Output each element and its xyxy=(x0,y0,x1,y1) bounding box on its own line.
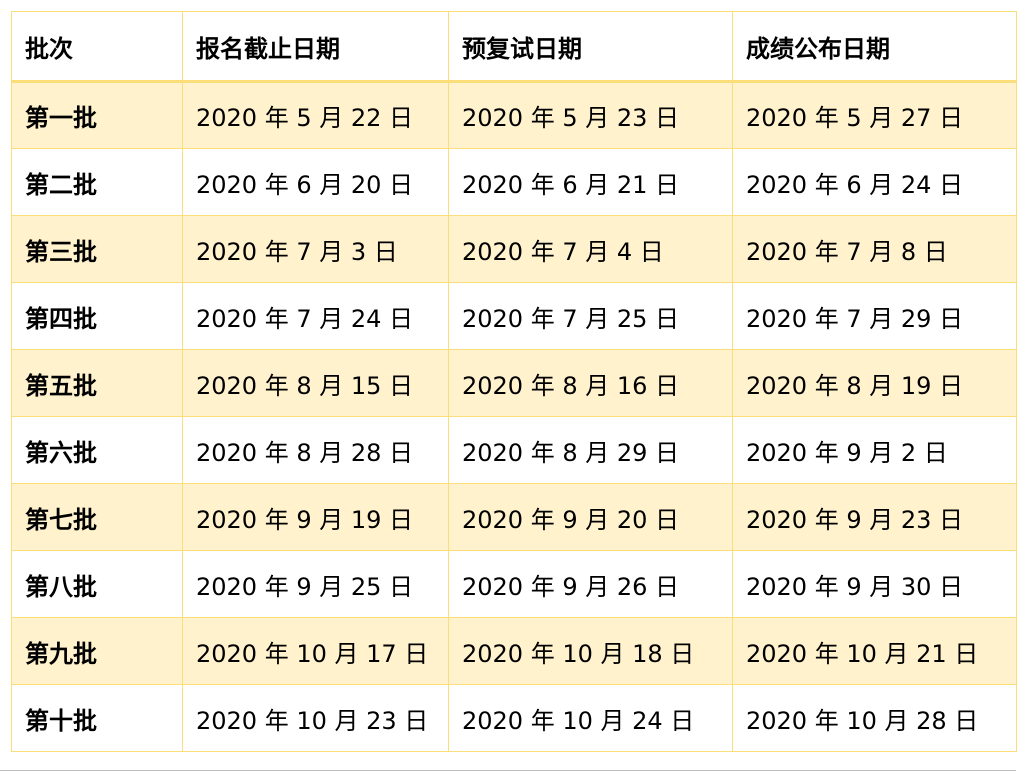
registration-deadline-cell: 2020 年 7 月 3 日 xyxy=(182,215,449,283)
batch-cell: 第十批 xyxy=(11,684,183,752)
batch-cell: 第三批 xyxy=(11,215,183,283)
batch-cell: 第八批 xyxy=(11,550,183,618)
pre-retest-date-cell: 2020 年 8 月 16 日 xyxy=(448,349,733,417)
results-date-cell: 2020 年 7 月 29 日 xyxy=(732,282,1017,350)
table-row: 第四批 2020 年 7 月 24 日 2020 年 7 月 25 日 2020 年 … xyxy=(11,282,1017,350)
registration-deadline-cell: 2020 年 9 月 25 日 xyxy=(182,550,449,618)
batch-cell: 第六批 xyxy=(11,416,183,484)
pre-retest-date-cell: 2020 年 8 月 29 日 xyxy=(448,416,733,484)
pre-retest-date-cell: 2020 年 10 月 24 日 xyxy=(448,684,733,752)
pre-retest-date-cell: 2020 年 6 月 21 日 xyxy=(448,148,733,216)
results-date-cell: 2020 年 10 月 28 日 xyxy=(732,684,1017,752)
registration-deadline-cell: 2020 年 10 月 23 日 xyxy=(182,684,449,752)
batch-cell: 第五批 xyxy=(11,349,183,417)
table-row: 第六批 2020 年 8 月 28 日 2020 年 8 月 29 日 2020 年 … xyxy=(11,416,1017,484)
header-pre-retest-date: 预复试日期 xyxy=(448,11,733,83)
batch-cell: 第九批 xyxy=(11,617,183,685)
batch-cell: 第一批 xyxy=(11,81,183,149)
table-row: 第七批 2020 年 9 月 19 日 2020 年 9 月 20 日 2020 年 … xyxy=(11,483,1017,551)
pre-retest-date-cell: 2020 年 7 月 25 日 xyxy=(448,282,733,350)
header-results-date: 成绩公布日期 xyxy=(732,11,1017,83)
registration-deadline-cell: 2020 年 5 月 22 日 xyxy=(182,81,449,149)
batch-cell: 第七批 xyxy=(11,483,183,551)
pre-retest-date-cell: 2020 年 10 月 18 日 xyxy=(448,617,733,685)
table-row: 第十批 2020 年 10 月 23 日 2020 年 10 月 24 日 2020 … xyxy=(11,684,1017,752)
results-date-cell: 2020 年 9 月 23 日 xyxy=(732,483,1017,551)
registration-deadline-cell: 2020 年 9 月 19 日 xyxy=(182,483,449,551)
table-row: 第五批 2020 年 8 月 15 日 2020 年 8 月 16 日 2020 年 … xyxy=(11,349,1017,417)
results-date-cell: 2020 年 6 月 24 日 xyxy=(732,148,1017,216)
divider xyxy=(0,770,1016,771)
results-date-cell: 2020 年 9 月 2 日 xyxy=(732,416,1017,484)
batch-cell: 第四批 xyxy=(11,282,183,350)
results-date-cell: 2020 年 9 月 30 日 xyxy=(732,550,1017,618)
registration-deadline-cell: 2020 年 10 月 17 日 xyxy=(182,617,449,685)
table-row: 第九批 2020 年 10 月 17 日 2020 年 10 月 18 日 2020 … xyxy=(11,617,1017,685)
pre-retest-date-cell: 2020 年 7 月 4 日 xyxy=(448,215,733,283)
batch-cell: 第二批 xyxy=(11,148,183,216)
pre-retest-date-cell: 2020 年 5 月 23 日 xyxy=(448,81,733,149)
table-row: 第三批 2020 年 7 月 3 日 2020 年 7 月 4 日 2020 年 7 … xyxy=(11,215,1017,283)
table-row: 第一批 2020 年 5 月 22 日 2020 年 5 月 23 日 2020 年 … xyxy=(11,81,1017,149)
pre-retest-date-cell: 2020 年 9 月 20 日 xyxy=(448,483,733,551)
pre-retest-date-cell: 2020 年 9 月 26 日 xyxy=(448,550,733,618)
header-registration-deadline: 报名截止日期 xyxy=(182,11,449,83)
table-row: 第二批 2020 年 6 月 20 日 2020 年 6 月 21 日 2020 年 … xyxy=(11,148,1017,216)
schedule-table: 批次 报名截止日期 预复试日期 成绩公布日期 第一批 2020 年 5 月 22 … xyxy=(11,11,1017,752)
registration-deadline-cell: 2020 年 8 月 28 日 xyxy=(182,416,449,484)
table-row: 第八批 2020 年 9 月 25 日 2020 年 9 月 26 日 2020 年 … xyxy=(11,550,1017,618)
results-date-cell: 2020 年 7 月 8 日 xyxy=(732,215,1017,283)
registration-deadline-cell: 2020 年 7 月 24 日 xyxy=(182,282,449,350)
results-date-cell: 2020 年 10 月 21 日 xyxy=(732,617,1017,685)
results-date-cell: 2020 年 5 月 27 日 xyxy=(732,81,1017,149)
results-date-cell: 2020 年 8 月 19 日 xyxy=(732,349,1017,417)
registration-deadline-cell: 2020 年 6 月 20 日 xyxy=(182,148,449,216)
registration-deadline-cell: 2020 年 8 月 15 日 xyxy=(182,349,449,417)
header-row: 批次 报名截止日期 预复试日期 成绩公布日期 xyxy=(11,11,1017,83)
header-batch: 批次 xyxy=(11,11,183,83)
